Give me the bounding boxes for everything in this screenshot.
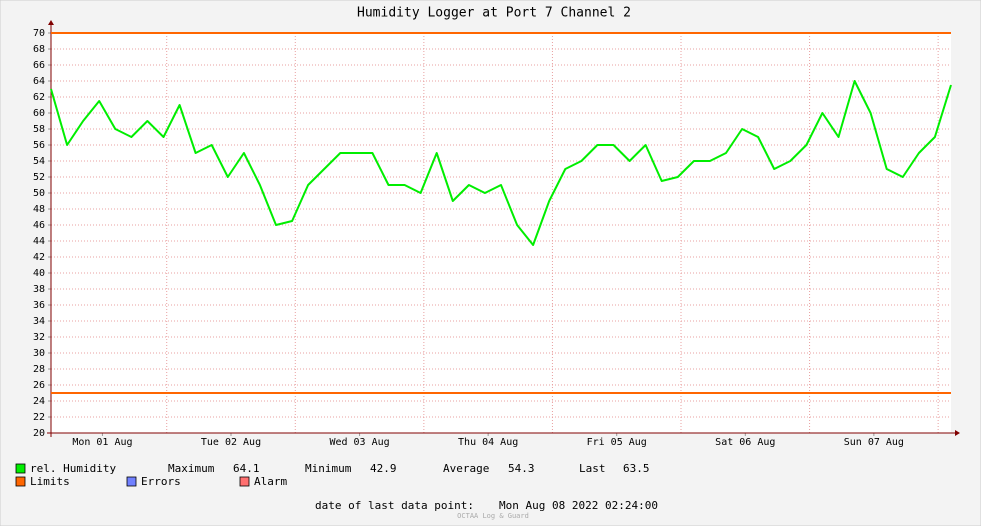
y-tick-label: 66 [33,60,45,71]
x-tick-label: Fri 05 Aug [587,437,647,448]
y-tick-label: 56 [33,140,45,151]
stat-label: Last [579,462,606,475]
legend-label: Errors [141,475,181,488]
legend-label: rel. Humidity [30,462,116,475]
y-tick-label: 36 [33,300,45,311]
stat-value: 54.3 [508,462,535,475]
legend-swatch [15,463,26,474]
legend-label: Alarm [254,475,287,488]
y-tick-label: 30 [33,348,45,359]
y-tick-label: 64 [33,76,45,87]
y-tick-label: 38 [33,284,45,295]
y-tick-label: 52 [33,172,45,183]
legend-swatch [15,476,26,487]
y-tick-label: 60 [33,108,45,119]
y-tick-label: 20 [33,428,45,439]
legend-label: Limits [30,475,70,488]
stat-value: 64.1 [233,462,260,475]
data-line [50,80,952,246]
stat-value: 42.9 [370,462,397,475]
y-tick-label: 42 [33,252,45,263]
y-tick-label: 46 [33,220,45,231]
y-tick-label: 34 [33,316,45,327]
axis-arrow [48,20,54,25]
chart-title: Humidity Logger at Port 7 Channel 2 [357,6,631,21]
x-tick-label: Sat 06 Aug [715,437,775,448]
legend-swatch [126,476,137,487]
stat-label: Maximum [168,462,215,475]
y-tick-label: 28 [33,364,45,375]
axis-arrow [955,430,960,436]
stat-label: Minimum [305,462,352,475]
stat-label: Average [443,462,489,475]
y-tick-label: 50 [33,188,45,199]
y-tick-label: 32 [33,332,45,343]
y-tick-label: 54 [33,156,45,167]
y-tick-label: 24 [33,396,45,407]
y-tick-label: 26 [33,380,45,391]
stat-value: 63.5 [623,462,650,475]
plot-area [51,33,951,433]
y-tick-label: 44 [33,236,45,247]
y-tick-label: 48 [33,204,45,215]
footer-label: date of last data point: [315,499,474,512]
footer-value: Mon Aug 08 2022 02:24:00 [499,499,658,512]
y-tick-label: 68 [33,44,45,55]
y-tick-label: 22 [33,412,45,423]
y-tick-label: 70 [33,28,45,39]
y-tick-label: 62 [33,92,45,103]
x-tick-label: Wed 03 Aug [329,437,389,448]
watermark: OCTAA Log & Guard [457,512,529,520]
x-tick-label: Thu 04 Aug [458,437,518,448]
legend-swatch [239,476,250,487]
y-tick-label: 40 [33,268,45,279]
x-tick-label: Mon 01 Aug [72,437,132,448]
x-tick-label: Tue 02 Aug [201,437,261,448]
x-tick-label: Sun 07 Aug [844,437,904,448]
y-tick-label: 58 [33,124,45,135]
